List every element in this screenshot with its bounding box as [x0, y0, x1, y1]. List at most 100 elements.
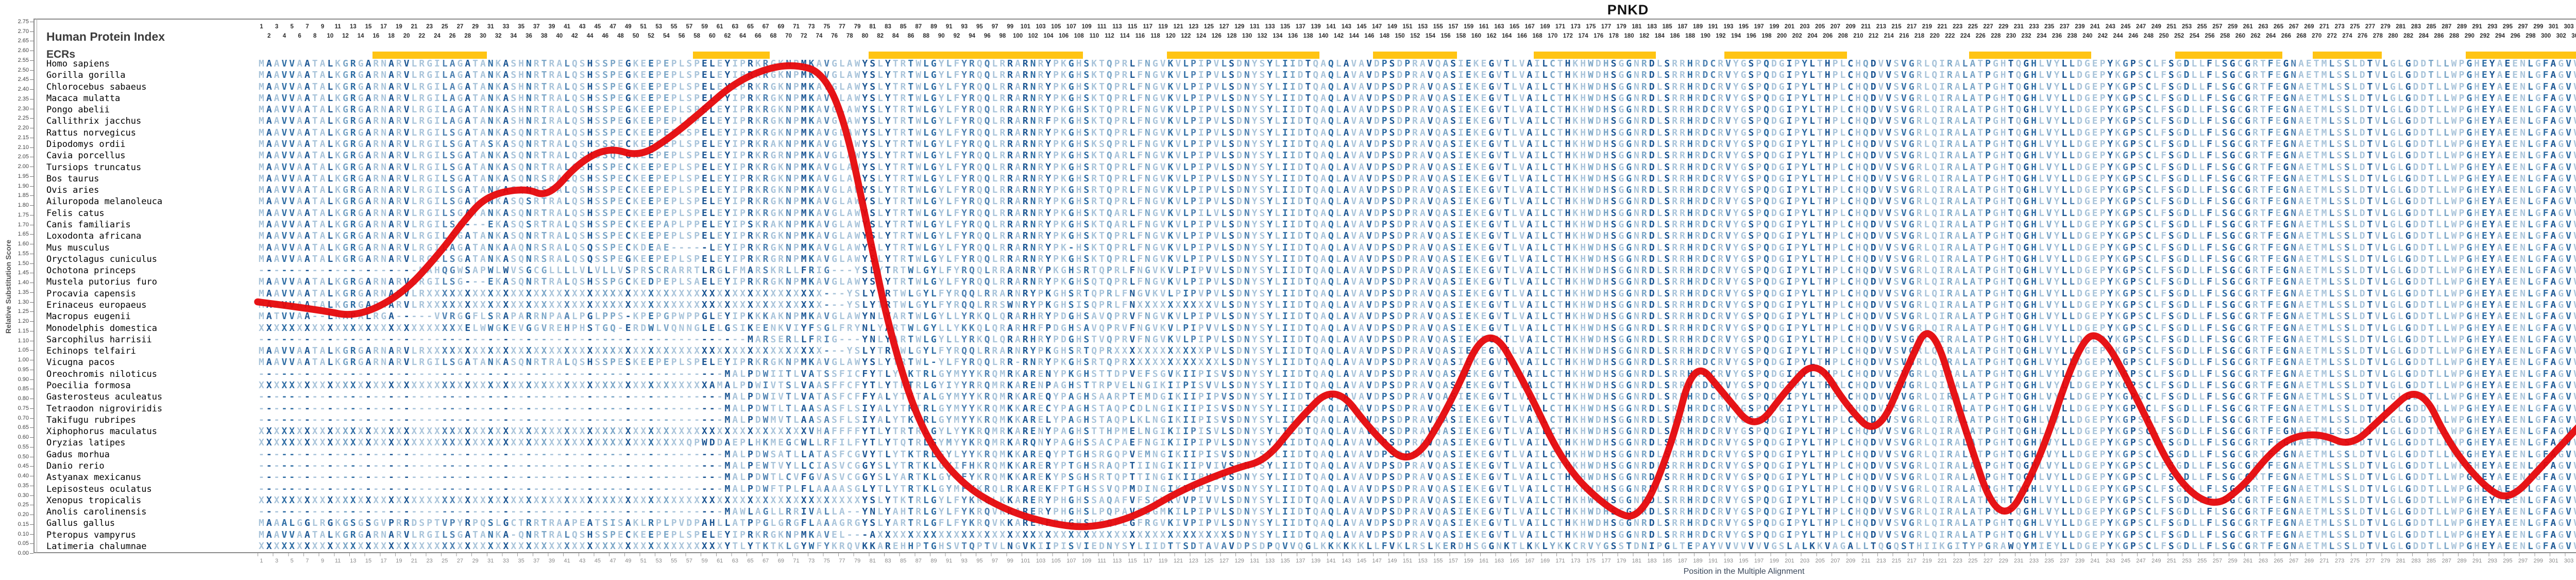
column-number-bottom: 93	[961, 558, 968, 564]
species-name: Mus musculus	[46, 242, 110, 253]
column-number-bottom: 1	[260, 558, 263, 564]
column-number: 213	[1876, 24, 1886, 30]
column-number-bottom: 119	[1158, 558, 1168, 564]
column-number: 116	[1135, 33, 1145, 39]
sequence-row: ----------------------------------------…	[258, 460, 2576, 471]
y-tick-mark	[30, 147, 33, 148]
column-number-bottom: 95	[976, 558, 983, 564]
y-tick-label: 0.40	[18, 473, 29, 479]
column-number-bottom: 279	[2381, 558, 2391, 564]
column-number: 157	[1448, 24, 1459, 30]
column-number-bottom: 27	[456, 558, 464, 564]
column-number: 5	[290, 24, 294, 30]
column-number: 113	[1112, 24, 1122, 30]
y-tick-label: 2.65	[18, 38, 29, 44]
column-number: 61	[716, 24, 723, 30]
column-number-bottom: 167	[1525, 558, 1535, 564]
column-number: 3	[275, 24, 279, 30]
column-number: 57	[686, 24, 693, 30]
column-number-bottom: 297	[2518, 558, 2528, 564]
column-number-bottom: 121	[1173, 558, 1183, 564]
y-tick-mark	[30, 446, 33, 448]
column-number-bottom: 197	[1754, 558, 1764, 564]
column-number: 60	[708, 33, 716, 39]
column-number: 45	[594, 24, 601, 30]
column-number: 88	[923, 33, 929, 39]
plot-border-box	[33, 19, 2576, 553]
column-number: 139	[1311, 24, 1321, 30]
column-number: 68	[770, 33, 777, 39]
column-number-bottom: 239	[2075, 558, 2085, 564]
column-number: 233	[2029, 24, 2039, 30]
ecr-bar	[1533, 52, 1656, 59]
column-number: 210	[1853, 33, 1863, 39]
column-number-bottom: 275	[2350, 558, 2360, 564]
y-tick-mark	[30, 350, 33, 351]
column-number-bottom: 269	[2304, 558, 2314, 564]
column-number: 36	[526, 33, 532, 39]
column-number: 203	[1800, 24, 1810, 30]
column-number: 188	[1685, 33, 1696, 39]
y-tick-label: 2.40	[18, 86, 29, 92]
column-number: 35	[518, 24, 524, 30]
column-number-bottom: 87	[915, 558, 922, 564]
column-number: 158	[1456, 33, 1466, 39]
species-name: Anolis carolinensis	[46, 507, 147, 518]
y-tick-mark	[30, 330, 33, 332]
column-number: 66	[754, 33, 761, 39]
column-number: 258	[2220, 33, 2230, 39]
column-number-bottom: 303	[2564, 558, 2574, 564]
column-number-bottom: 277	[2365, 558, 2375, 564]
sequence-row: ----------------------------------------…	[258, 483, 2576, 494]
column-number: 119	[1158, 24, 1168, 30]
column-number-bottom: 161	[1479, 558, 1489, 564]
column-number: 289	[2456, 24, 2467, 30]
y-tick-label: 2.00	[18, 163, 29, 170]
column-number-bottom: 55	[671, 558, 677, 564]
column-number: 106	[1059, 33, 1069, 39]
column-number-bottom: 69	[777, 558, 785, 564]
y-tick-label: 1.10	[18, 337, 29, 344]
column-number: 263	[2258, 24, 2268, 30]
y-tick-mark	[30, 311, 33, 312]
column-number: 225	[1968, 24, 1978, 30]
column-number: 300	[2541, 33, 2551, 39]
y-tick-label: 2.05	[18, 154, 29, 160]
column-number: 129	[1234, 24, 1245, 30]
column-number: 275	[2350, 24, 2360, 30]
column-number: 283	[2411, 24, 2421, 30]
column-number: 190	[1700, 33, 1710, 39]
column-number: 26	[449, 33, 456, 39]
y-tick-mark	[30, 534, 33, 535]
column-number: 69	[777, 24, 785, 30]
y-tick-label: 2.35	[18, 95, 29, 102]
column-number: 12	[342, 33, 349, 39]
y-tick-label: 2.60	[18, 47, 29, 54]
column-number: 135	[1280, 24, 1291, 30]
column-number: 192	[1716, 33, 1726, 39]
column-number: 257	[2212, 24, 2223, 30]
column-number: 277	[2365, 24, 2376, 30]
column-number: 219	[1922, 24, 1932, 30]
column-number: 54	[663, 33, 670, 39]
column-number: 191	[1708, 24, 1718, 30]
column-number: 74	[816, 33, 823, 39]
column-number-bottom: 235	[2044, 558, 2054, 564]
y-tick-label: 0.65	[18, 424, 29, 431]
column-number: 156	[1440, 33, 1451, 39]
column-number-bottom: 221	[1937, 558, 1947, 564]
column-number-bottom: 127	[1219, 558, 1229, 564]
column-number: 215	[1891, 24, 1902, 30]
column-number: 51	[640, 24, 647, 30]
column-number-bottom: 25	[442, 558, 448, 564]
column-number: 199	[1769, 24, 1780, 30]
column-number: 49	[624, 24, 632, 30]
column-number: 184	[1654, 33, 1665, 39]
